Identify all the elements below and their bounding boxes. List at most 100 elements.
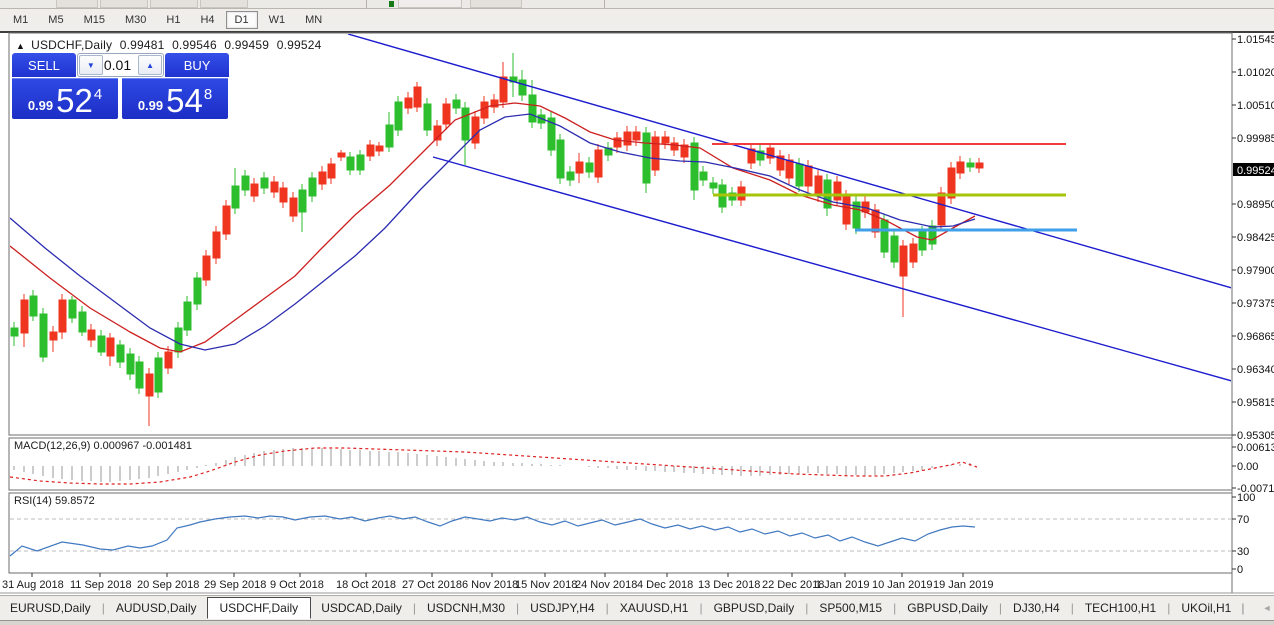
svg-text:1.01020: 1.01020 xyxy=(1237,67,1274,79)
sell-price-pip: 4 xyxy=(93,86,103,103)
main-price-panel[interactable] xyxy=(10,34,1232,426)
svg-text:15 Nov 2018: 15 Nov 2018 xyxy=(515,579,577,591)
timeframe-button-h1[interactable]: H1 xyxy=(166,14,181,26)
timeframe-button-d1[interactable]: D1 xyxy=(225,11,258,29)
tab-separator: | xyxy=(1070,601,1074,615)
sell-price-panel[interactable]: 0.99 52 4 xyxy=(12,78,118,119)
svg-text:11 Sep 2018: 11 Sep 2018 xyxy=(70,579,132,591)
timeframe-button-m30[interactable]: M30 xyxy=(124,14,147,26)
clipped-upper-toolbar xyxy=(0,0,1274,9)
svg-text:24 Nov 2018: 24 Nov 2018 xyxy=(575,579,637,591)
timeframe-button-m5[interactable]: M5 xyxy=(48,14,64,26)
chart-tab-tech100-h1[interactable]: TECH100,H1 xyxy=(1084,601,1157,615)
buy-button[interactable]: BUY xyxy=(165,53,229,77)
chart-symbol-label: USDCHF,Daily xyxy=(31,38,113,52)
timeframe-button-w1[interactable]: W1 xyxy=(268,14,286,26)
ohlc-close: 0.99524 xyxy=(276,38,322,52)
svg-text:0.006137: 0.006137 xyxy=(1237,442,1274,454)
lot-size-field[interactable]: 0.01 xyxy=(103,57,132,73)
tab-separator: | xyxy=(998,601,1003,615)
time-axis[interactable]: 31 Aug 2018 11 Sep 2018 20 Sep 2018 29 Sep … xyxy=(2,573,994,591)
one-click-trading-panel: SELL ▼ 0.01 ▲ BUY 0.99 52 4 0.99 54 8 xyxy=(12,53,229,119)
sell-price-digits: 52 xyxy=(56,82,93,119)
lot-increase-button[interactable]: ▲ xyxy=(138,55,163,75)
trendline-channel-lower[interactable] xyxy=(432,156,1232,382)
chart-tab-gbpusd-daily[interactable]: GBPUSD,Daily xyxy=(713,601,795,615)
chart-tab-sp500-m15[interactable]: SP500,M15 xyxy=(819,601,883,615)
svg-text:-0.007142: -0.007142 xyxy=(1237,483,1274,495)
svg-text:1 Jan 2019: 1 Jan 2019 xyxy=(815,579,869,591)
svg-text:0.95305: 0.95305 xyxy=(1237,430,1274,442)
panel-splitter-macd-rsi[interactable] xyxy=(0,489,1233,493)
chart-tab-ukoil-h1[interactable]: UKOil,H1 xyxy=(1181,601,1232,615)
price-axis[interactable]: 1.01545 1.01020 1.00510 0.99985 0.98950 0.984… xyxy=(1232,34,1274,442)
tab-separator: | xyxy=(1167,601,1171,615)
svg-text:31 Aug 2018: 31 Aug 2018 xyxy=(2,579,64,591)
tab-separator: | xyxy=(1241,601,1245,615)
sell-button[interactable]: SELL xyxy=(12,53,76,77)
chart-tab-xauusd-h1[interactable]: XAUUSD,H1 xyxy=(619,601,689,615)
tab-separator: | xyxy=(101,601,105,615)
buy-price-pip: 8 xyxy=(203,86,213,103)
svg-text:100: 100 xyxy=(1237,492,1255,504)
svg-text:70: 70 xyxy=(1237,514,1249,526)
toolbar-stub xyxy=(150,0,198,8)
buy-price-prefix: 0.99 xyxy=(137,98,164,113)
timeframe-button-h4[interactable]: H4 xyxy=(200,14,215,26)
panel-splitter-main-macd[interactable] xyxy=(0,434,1233,438)
chart-tab-usdcad-daily[interactable]: USDCAD,Daily xyxy=(321,601,402,615)
timeframe-button-m1[interactable]: M1 xyxy=(13,14,29,26)
toolbar-stub xyxy=(398,0,462,8)
svg-text:0.98950: 0.98950 xyxy=(1237,199,1274,211)
toolbar-stub xyxy=(100,0,148,8)
ohlc-low: 0.99459 xyxy=(224,38,270,52)
chart-tab-gbpusd-daily[interactable]: GBPUSD,Daily xyxy=(907,601,988,615)
svg-text:27 Oct 2018: 27 Oct 2018 xyxy=(402,579,462,591)
svg-text:0.97375: 0.97375 xyxy=(1237,298,1274,310)
current-price-tag: 0.99524 xyxy=(1233,163,1274,177)
rsi-line xyxy=(9,515,976,557)
macd-signal-line xyxy=(9,447,978,485)
svg-text:0.99524: 0.99524 xyxy=(1237,165,1274,177)
svg-text:4 Dec 2018: 4 Dec 2018 xyxy=(637,579,693,591)
svg-text:9 Oct 2018: 9 Oct 2018 xyxy=(270,579,324,591)
macd-indicator-label: MACD(12,26,9) 0.000967 -0.001481 xyxy=(14,440,192,452)
timeframe-button-mn[interactable]: MN xyxy=(305,14,323,26)
lot-decrease-button[interactable]: ▼ xyxy=(78,55,103,75)
rsi-value: 59.8572 xyxy=(54,495,95,507)
toolbar-stub xyxy=(470,0,522,8)
svg-text:0.96340: 0.96340 xyxy=(1237,364,1274,376)
svg-text:10 Jan 2019: 10 Jan 2019 xyxy=(872,579,933,591)
chart-tab-eurusd-daily[interactable]: EURUSD,Daily xyxy=(10,601,91,615)
macd-panel[interactable]: 0.006137 0.00 -0.007142 xyxy=(9,442,1274,495)
collapse-panel-icon[interactable]: ▲ xyxy=(16,41,26,51)
svg-text:0.98425: 0.98425 xyxy=(1237,232,1274,244)
chart-tab-usdchf-daily[interactable]: USDCHF,Daily xyxy=(206,597,312,619)
tab-separator: | xyxy=(605,601,609,615)
chart-tab-usdjpy-h4[interactable]: USDJPY,H4 xyxy=(530,601,595,615)
svg-text:0: 0 xyxy=(1237,564,1243,576)
sell-price-prefix: 0.99 xyxy=(27,98,54,113)
buy-price-panel[interactable]: 0.99 54 8 xyxy=(122,78,228,119)
tab-scroll-controls: | ◄ ► xyxy=(1241,601,1274,615)
rsi-panel[interactable]: 100 70 30 0 xyxy=(9,492,1255,576)
ohlc-open: 0.99481 xyxy=(119,38,165,52)
tab-separator: | xyxy=(516,601,520,615)
chart-tab-dj30-h4[interactable]: DJ30,H4 xyxy=(1013,601,1060,615)
tab-scroll-left-icon[interactable]: ◄ xyxy=(1262,603,1272,613)
macd-main-value: 0.000967 xyxy=(93,440,140,452)
rsi-indicator-label: RSI(14) 59.8572 xyxy=(14,495,95,507)
toolbar-stub xyxy=(56,0,98,8)
trendline-channel-upper[interactable] xyxy=(347,34,1232,289)
svg-text:30: 30 xyxy=(1237,546,1249,558)
chart-tabs: EURUSD,Daily | AUDUSD,Daily USDCHF,Daily USD… xyxy=(0,597,1241,619)
svg-text:18 Oct 2018: 18 Oct 2018 xyxy=(336,579,396,591)
chart-tab-audusd-daily[interactable]: AUDUSD,Daily xyxy=(115,601,197,615)
tab-separator: | xyxy=(699,601,703,615)
timeframe-button-m15[interactable]: M15 xyxy=(83,14,105,26)
chart-header: ▲ USDCHF,Daily 0.99481 0.99546 0.99459 0.… xyxy=(16,38,326,52)
tab-separator: | xyxy=(893,601,897,615)
chart-tab-usdcnh-m30[interactable]: USDCNH,M30 xyxy=(427,601,506,615)
svg-text:20 Sep 2018: 20 Sep 2018 xyxy=(137,579,199,591)
